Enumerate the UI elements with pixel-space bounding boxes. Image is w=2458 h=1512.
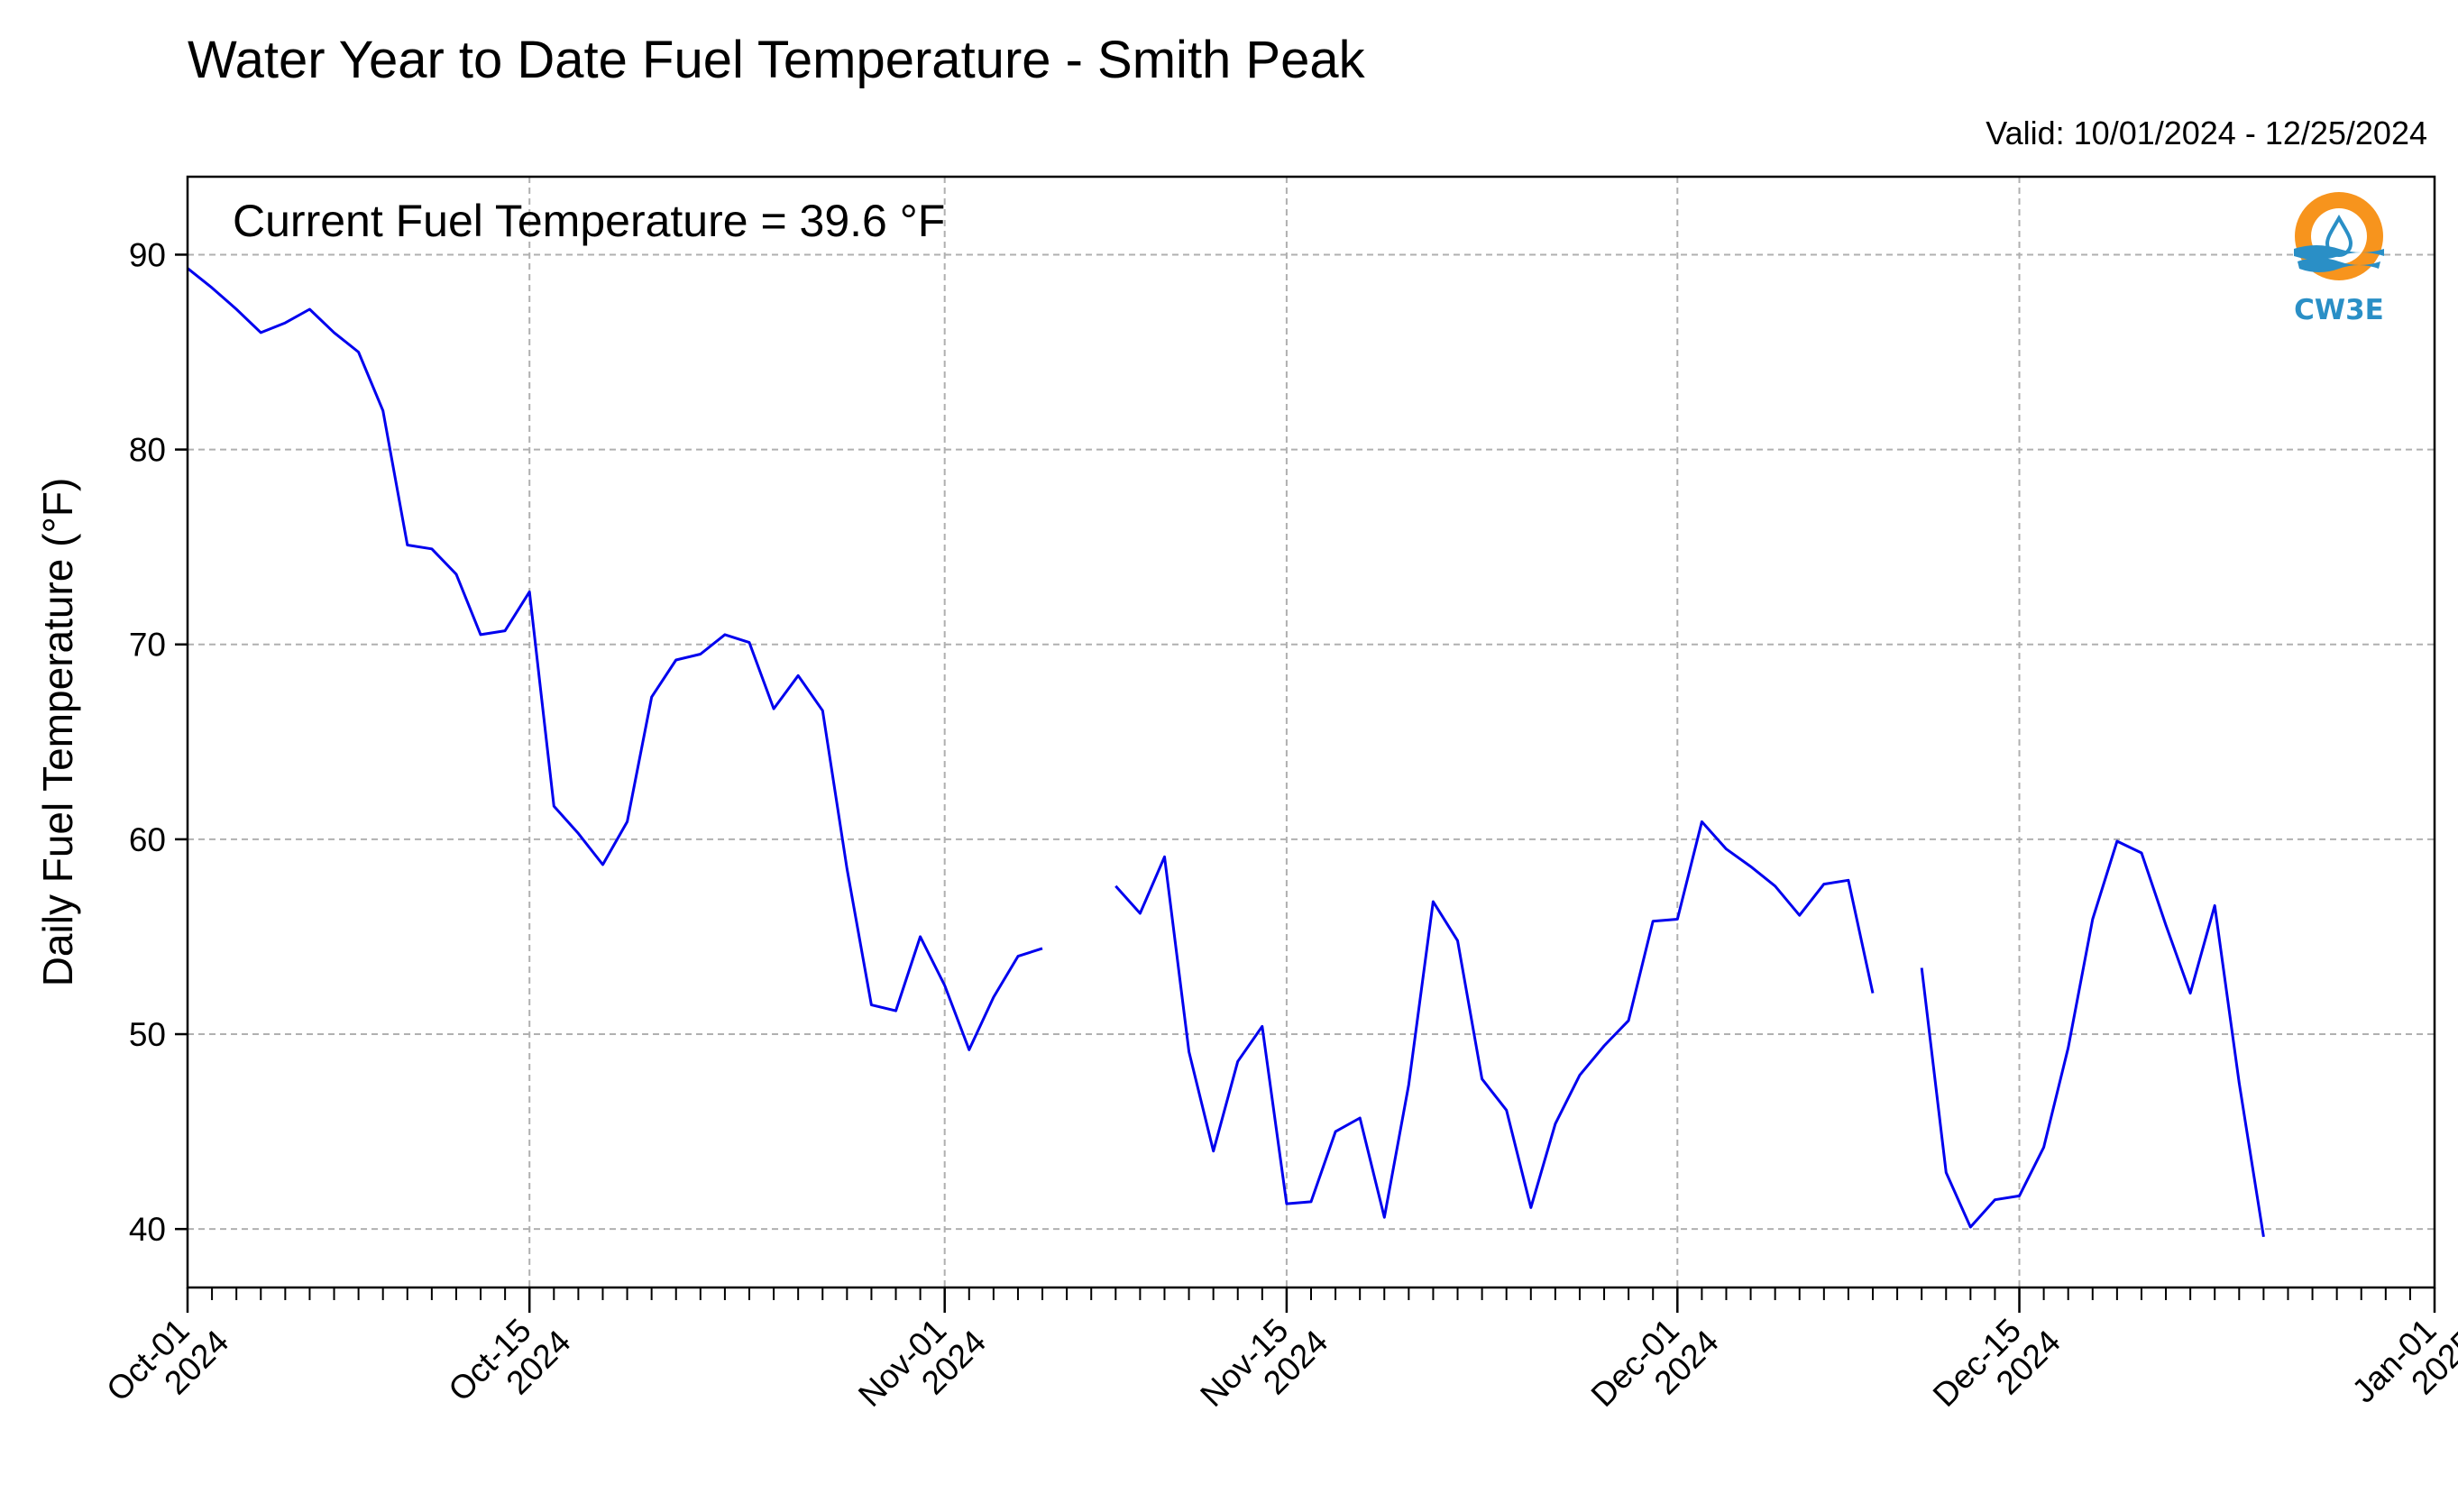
chart-title: Water Year to Date Fuel Temperature - Sm… [188, 31, 1366, 89]
grid-lines [188, 177, 2435, 1287]
y-axis-label: Daily Fuel Temperature (°F) [34, 478, 81, 987]
plot-area-frame [186, 175, 2436, 1289]
temperature-line-segment [1114, 820, 1875, 1219]
temperature-line-segment [1920, 839, 2265, 1238]
cw3e-logo: CW3E [2294, 192, 2384, 326]
valid-date-range: Valid: 10/01/2024 - 12/25/2024 [1986, 115, 2427, 151]
y-tick-label: 60 [129, 821, 166, 858]
temperature-line-segment [187, 267, 1043, 1051]
y-tick-label: 40 [129, 1211, 166, 1248]
y-tick-label: 50 [129, 1016, 166, 1053]
logo-wave-1 [2294, 245, 2384, 260]
y-tick-label: 70 [129, 627, 166, 664]
current-temperature-annotation: Current Fuel Temperature = 39.6 °F [233, 196, 945, 246]
y-tick-label: 80 [129, 432, 166, 469]
y-tick-label: 90 [129, 236, 166, 273]
logo-text: CW3E [2294, 294, 2384, 326]
y-axis-ticks: 40 50 60 70 80 90 [129, 236, 188, 1248]
logo-wave-2 [2297, 258, 2380, 272]
series-line [187, 267, 2265, 1238]
